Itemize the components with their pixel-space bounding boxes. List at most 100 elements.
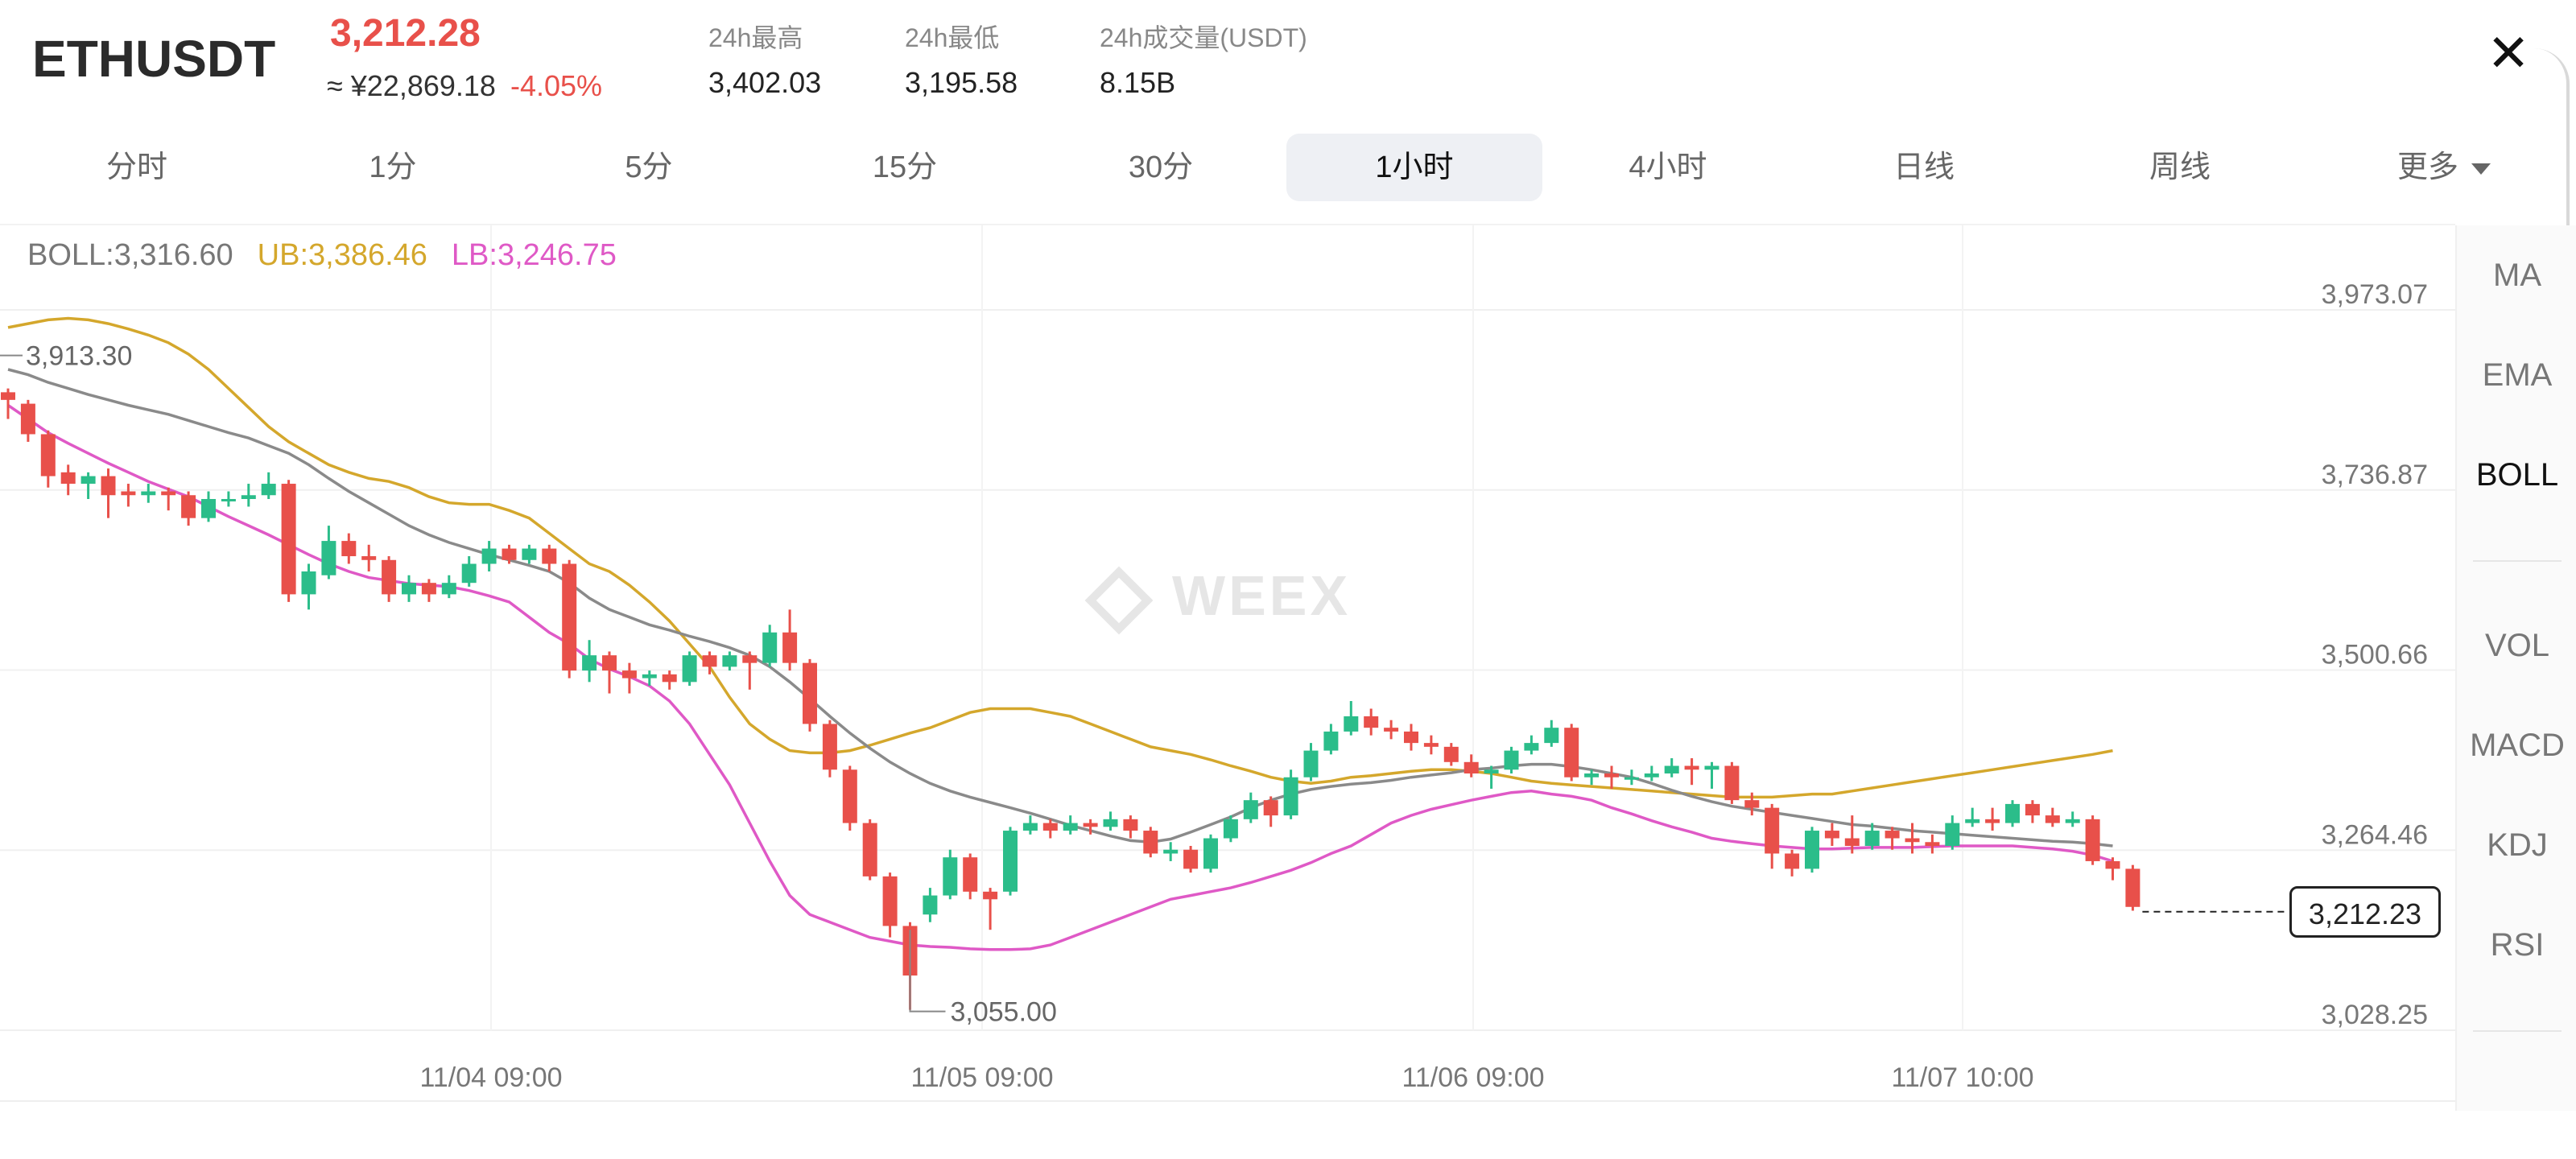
candle bbox=[201, 491, 216, 522]
candle-body bbox=[1183, 849, 1199, 869]
candle bbox=[1805, 827, 1819, 873]
candle bbox=[161, 487, 176, 511]
candle-body bbox=[1805, 831, 1819, 869]
high-price-label: 3,913.30 bbox=[26, 341, 132, 372]
candle-body bbox=[983, 891, 998, 900]
candle-body bbox=[2085, 819, 2100, 861]
indicator-rsi[interactable]: RSI bbox=[2490, 927, 2545, 963]
candle bbox=[1443, 743, 1459, 766]
candle bbox=[1744, 792, 1760, 816]
indicator-macd[interactable]: MACD bbox=[2470, 728, 2565, 763]
candle bbox=[221, 491, 236, 507]
candle-body bbox=[461, 563, 477, 584]
kline-chart[interactable]: 3,973.07 3,736.87 3,500.66 3,264.46 3,028.25… bbox=[0, 225, 2455, 1111]
candle-body bbox=[1063, 823, 1078, 831]
candle bbox=[1644, 765, 1659, 782]
boll-lower-line bbox=[7, 404, 2114, 951]
candle bbox=[822, 720, 837, 777]
candle-body bbox=[60, 472, 76, 485]
candle bbox=[1704, 761, 1719, 789]
candle bbox=[1364, 708, 1379, 736]
candle bbox=[1042, 819, 1058, 839]
indicator-ma[interactable]: MA bbox=[2493, 258, 2541, 293]
candle bbox=[2065, 811, 2080, 827]
candles bbox=[1, 388, 2140, 1010]
candle bbox=[1724, 761, 1740, 804]
candle-body bbox=[1544, 728, 1559, 744]
candle-body bbox=[321, 541, 336, 575]
indicator-kdj[interactable]: KDJ bbox=[2487, 827, 2548, 863]
candle-body bbox=[341, 541, 357, 557]
candle bbox=[1163, 842, 1179, 861]
candle bbox=[1022, 815, 1038, 835]
tab-4hour[interactable]: 4小时 bbox=[1629, 151, 1707, 184]
scroll-indicator[interactable] bbox=[2534, 48, 2570, 233]
candle bbox=[1404, 724, 1418, 751]
candle-body bbox=[101, 476, 116, 496]
candle bbox=[923, 888, 938, 922]
tab-daily[interactable]: 日线 bbox=[1893, 151, 1955, 184]
candle bbox=[1524, 735, 1539, 755]
candle bbox=[2045, 807, 2060, 827]
candle bbox=[1083, 819, 1098, 835]
cny-price: ≈ ¥22,869.18 bbox=[327, 69, 496, 102]
candle-body bbox=[1123, 819, 1138, 831]
candle-body bbox=[1323, 731, 1339, 751]
candle-body bbox=[2005, 803, 2020, 823]
candle-body bbox=[1083, 823, 1098, 827]
candle-body bbox=[161, 491, 176, 496]
price-sub-line: ≈ ¥22,869.18 -4.05% bbox=[327, 69, 602, 103]
candle-body bbox=[1463, 761, 1479, 774]
close-icon[interactable]: ✕ bbox=[2487, 24, 2530, 82]
candle bbox=[963, 853, 978, 900]
candle bbox=[1885, 827, 1900, 850]
candle bbox=[1765, 803, 1780, 869]
candle-body bbox=[542, 548, 557, 564]
candle-body bbox=[80, 476, 96, 485]
candle bbox=[1484, 765, 1499, 789]
candle bbox=[1283, 769, 1298, 819]
candle-body bbox=[621, 670, 637, 678]
candle bbox=[803, 658, 817, 732]
candle bbox=[602, 651, 617, 694]
candle bbox=[782, 609, 798, 671]
candle-body bbox=[1203, 838, 1218, 869]
candle bbox=[141, 484, 156, 503]
indicator-vol[interactable]: VOL bbox=[2484, 628, 2550, 663]
candle-body bbox=[602, 655, 617, 671]
candle-body bbox=[361, 556, 377, 560]
tab-30min[interactable]: 30分 bbox=[1128, 151, 1194, 184]
candle-body bbox=[1404, 731, 1418, 744]
candle bbox=[582, 640, 597, 683]
candle-body bbox=[181, 495, 196, 518]
candle bbox=[382, 556, 397, 602]
candle bbox=[1463, 754, 1479, 777]
watermark-text: WEEX bbox=[1172, 564, 1352, 627]
candle-body bbox=[1243, 800, 1258, 819]
ub-value: UB:3,386.46 bbox=[257, 238, 427, 272]
candle-body bbox=[782, 632, 798, 663]
indicator-ema[interactable]: EMA bbox=[2482, 357, 2553, 393]
candle-body bbox=[1364, 716, 1379, 728]
boll-mid-line bbox=[7, 368, 2113, 848]
candle-body bbox=[2105, 860, 2120, 869]
tab-more[interactable]: 更多 bbox=[2355, 134, 2533, 201]
candle bbox=[662, 670, 677, 690]
tab-1hour[interactable]: 1小时 bbox=[1286, 134, 1542, 201]
candle bbox=[1, 388, 15, 419]
tab-15min[interactable]: 15分 bbox=[872, 151, 938, 184]
candle-body bbox=[201, 498, 216, 518]
change-percent: -4.05% bbox=[510, 69, 603, 102]
tab-weekly[interactable]: 周线 bbox=[2149, 151, 2211, 184]
tab-1min[interactable]: 1分 bbox=[369, 151, 417, 184]
candle-body bbox=[1724, 765, 1740, 801]
candle-body bbox=[382, 559, 397, 595]
candle-body bbox=[141, 491, 156, 496]
tab-5min[interactable]: 5分 bbox=[625, 151, 673, 184]
candle-body bbox=[762, 632, 778, 663]
panel-divider bbox=[2473, 560, 2562, 562]
candle bbox=[1384, 720, 1399, 740]
tab-fenshi[interactable]: 分时 bbox=[105, 151, 167, 184]
indicator-boll[interactable]: BOLL bbox=[2475, 457, 2559, 493]
candle-body bbox=[882, 876, 898, 926]
